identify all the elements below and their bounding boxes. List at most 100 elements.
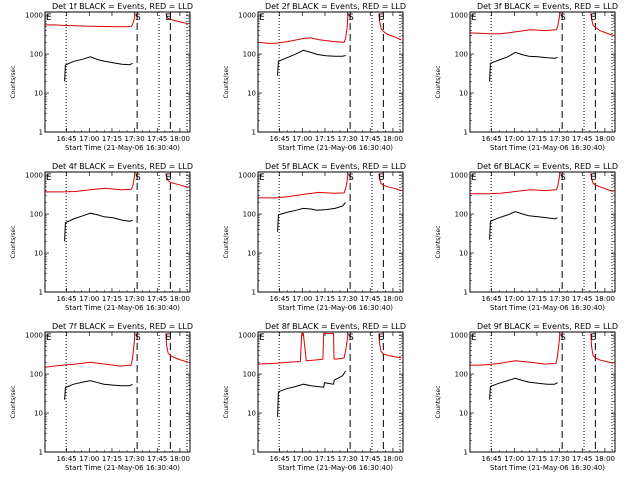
y-axis-label: Counts/sec — [435, 225, 442, 258]
series-lld-line — [257, 333, 349, 365]
y-tick-label: 100 — [243, 211, 256, 219]
series-lld-line — [590, 333, 614, 364]
x-axis-label: Start Time (21-May-06 16:30:40) — [278, 304, 393, 312]
x-tick-label: 17:30 — [338, 455, 358, 463]
series-lld-line — [165, 173, 189, 188]
series-events-line — [64, 212, 133, 242]
x-axis-label: Start Time (21-May-06 16:30:40) — [65, 144, 180, 152]
series-events-line — [277, 49, 346, 76]
y-tick-label: 1000 — [450, 172, 468, 180]
panel-det-9f: Det 9f BLACK = Events, RED = LLD 1 10 100 10… — [435, 322, 618, 472]
plot-frame — [44, 11, 191, 133]
y-tick-label: 100 — [243, 371, 256, 379]
y-axis-label: Counts/sec — [10, 225, 17, 258]
x-tick-label: 18:00 — [595, 455, 615, 463]
y-tick-label: 1 — [252, 129, 256, 137]
y-tick-label: 100 — [455, 211, 468, 219]
series-lld-line — [258, 173, 349, 199]
x-tick-label: 17:15 — [527, 455, 547, 463]
x-tick-label: 16:45 — [57, 135, 77, 143]
x-axis-label: Start Time (21-May-06 16:30:40) — [278, 464, 393, 472]
y-tick-label: 10 — [459, 410, 468, 418]
x-tick-label: 16:45 — [482, 455, 502, 463]
marker-s: S — [348, 333, 354, 343]
x-tick-label: 16:45 — [57, 295, 77, 303]
x-tick-label: 16:45 — [270, 135, 290, 143]
panel-title: Det 9f BLACK = Events, RED = LLD — [477, 322, 618, 331]
y-tick-label: 100 — [30, 51, 43, 59]
x-tick-label: 18:00 — [170, 135, 190, 143]
y-tick-label: 10 — [247, 250, 256, 258]
x-tick-label: 17:00 — [504, 135, 524, 143]
marker-e: E — [46, 173, 52, 183]
y-tick-label: 1 — [464, 129, 468, 137]
marker-e: E — [165, 13, 171, 23]
series-lld-line — [470, 172, 561, 195]
series-events-line — [64, 56, 133, 82]
x-tick-label: 17:15 — [102, 295, 122, 303]
panel-det-1f: Det 1f BLACK = Events, RED = LLD 1 10 100 10… — [10, 2, 193, 152]
x-tick-label: 18:00 — [170, 295, 190, 303]
x-tick-label: 17:00 — [292, 295, 312, 303]
marker-s: S — [135, 173, 141, 183]
marker-e: E — [590, 13, 596, 23]
x-tick-label: 18:00 — [383, 455, 403, 463]
x-tick-label: 17:15 — [527, 135, 547, 143]
series-lld-line — [378, 173, 402, 192]
x-tick-label: 17:45 — [572, 135, 592, 143]
marker-e: E — [378, 13, 384, 23]
y-tick-label: 1 — [39, 129, 43, 137]
plot-frame — [257, 171, 404, 293]
series-events-line — [489, 211, 558, 240]
marker-s: S — [135, 13, 141, 23]
marker-s: S — [135, 333, 141, 343]
y-tick-label: 1000 — [25, 172, 43, 180]
panel-det-2f: Det 2f BLACK = Events, RED = LLD 1 10 100 10… — [223, 2, 406, 152]
x-tick-label: 17:00 — [292, 135, 312, 143]
x-tick-label: 17:30 — [125, 455, 145, 463]
x-tick-label: 17:30 — [550, 295, 570, 303]
y-tick-label: 1 — [464, 289, 468, 297]
plot-frame — [257, 331, 404, 453]
x-tick-label: 18:00 — [383, 295, 403, 303]
plot-frame — [469, 171, 616, 293]
marker-e: E — [259, 13, 265, 23]
y-tick-label: 10 — [459, 250, 468, 258]
x-tick-label: 16:45 — [482, 295, 502, 303]
y-tick-label: 10 — [459, 90, 468, 98]
plot-frame — [257, 11, 404, 133]
panel-title: Det 4f BLACK = Events, RED = LLD — [52, 162, 193, 171]
series-events-line — [277, 201, 346, 232]
x-axis-label: Start Time (21-May-06 16:30:40) — [65, 464, 180, 472]
x-tick-label: 18:00 — [595, 295, 615, 303]
x-tick-label: 17:30 — [125, 295, 145, 303]
x-tick-label: 17:45 — [147, 295, 167, 303]
y-tick-label: 1 — [39, 289, 43, 297]
series-lld-line — [257, 13, 350, 44]
y-axis-label: Counts/sec — [435, 385, 442, 418]
x-axis-label: Start Time (21-May-06 16:30:40) — [278, 144, 393, 152]
marker-s: S — [348, 173, 354, 183]
marker-e: E — [378, 333, 384, 343]
x-tick-label: 17:15 — [102, 135, 122, 143]
marker-s: S — [560, 173, 566, 183]
y-tick-label: 10 — [34, 250, 43, 258]
y-axis-label: Counts/sec — [10, 65, 17, 98]
marker-e: E — [590, 333, 596, 343]
x-tick-label: 17:30 — [125, 135, 145, 143]
y-tick-label: 100 — [243, 51, 256, 59]
marker-e: E — [259, 173, 265, 183]
x-tick-label: 17:45 — [360, 135, 380, 143]
plot-frame — [469, 331, 616, 453]
series-lld-line — [45, 13, 136, 28]
series-lld-line — [590, 173, 614, 192]
marker-e: E — [46, 13, 52, 23]
series-lld-line — [45, 172, 136, 193]
y-tick-label: 100 — [30, 371, 43, 379]
series-lld-line — [165, 333, 189, 363]
x-tick-label: 16:45 — [270, 455, 290, 463]
panel-det-6f: Det 6f BLACK = Events, RED = LLD 1 10 100 10… — [435, 162, 618, 312]
y-tick-label: 100 — [455, 371, 468, 379]
panel-title: Det 5f BLACK = Events, RED = LLD — [265, 162, 406, 171]
marker-e: E — [471, 333, 477, 343]
